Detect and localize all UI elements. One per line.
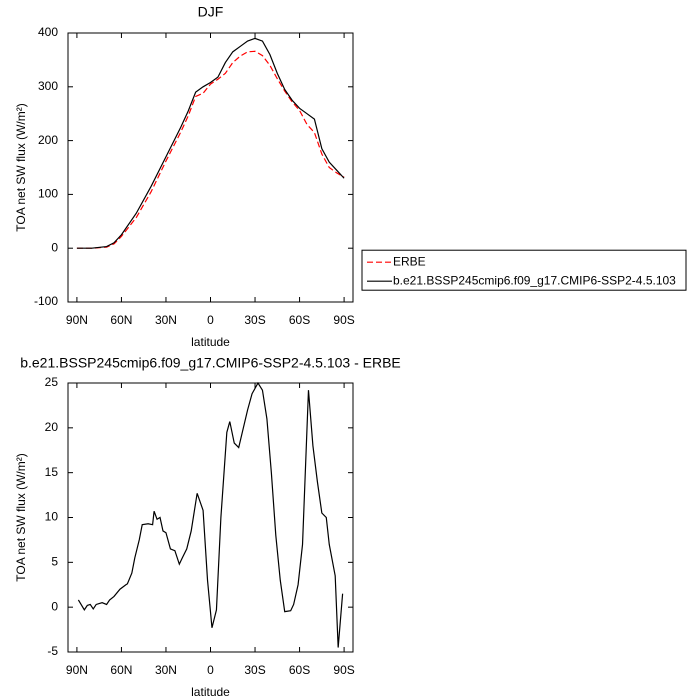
x-tick-label: 60S (289, 313, 310, 327)
y-tick-label: -100 (34, 294, 58, 308)
y-tick-label: 5 (51, 555, 58, 569)
x-tick-label: 90N (66, 313, 88, 327)
x-tick-label: 60S (289, 663, 310, 677)
legend-box (361, 249, 687, 291)
y-axis-label: TOA net SW flux (W/m²) (14, 103, 28, 231)
x-axis-label: latitude (191, 335, 230, 349)
x-tick-label: 0 (207, 663, 214, 677)
legend-label: b.e21.BSSP245cmip6.f09_g17.CMIP6-SSP2-4.… (393, 273, 676, 287)
y-tick-label: 300 (38, 79, 58, 93)
y-tick-label: -5 (47, 644, 58, 658)
y-tick-label: 100 (38, 187, 58, 201)
x-tick-label: 30S (244, 663, 265, 677)
chart-title: DJF (198, 4, 224, 20)
x-tick-label: 60N (110, 663, 132, 677)
plot-frame (67, 32, 354, 303)
x-tick-label: 90S (333, 313, 354, 327)
x-tick-label: 30N (155, 663, 177, 677)
data-line (77, 381, 344, 648)
legend-label: ERBE (393, 254, 426, 268)
x-tick-label: 0 (207, 313, 214, 327)
x-tick-label: 30N (155, 313, 177, 327)
y-axis-label: TOA net SW flux (W/m²) (14, 453, 28, 581)
y-tick-label: 200 (38, 133, 58, 147)
x-tick-label: 30S (244, 313, 265, 327)
x-tick-label: 90S (333, 663, 354, 677)
y-tick-label: 0 (51, 240, 58, 254)
x-tick-label: 60N (110, 313, 132, 327)
y-tick-label: 15 (45, 465, 59, 479)
x-tick-label: 90N (66, 663, 88, 677)
y-tick-label: 400 (38, 25, 58, 39)
data-line (76, 37, 345, 249)
y-tick-label: 10 (45, 510, 59, 524)
y-tick-label: 0 (51, 599, 58, 613)
data-line (76, 50, 345, 249)
y-tick-label: 25 (45, 375, 59, 389)
plot-frame (67, 382, 354, 653)
chart-title: b.e21.BSSP245cmip6.f09_g17.CMIP6-SSP2-4.… (20, 355, 401, 371)
x-axis-label: latitude (191, 685, 230, 699)
y-tick-label: 20 (45, 420, 59, 434)
